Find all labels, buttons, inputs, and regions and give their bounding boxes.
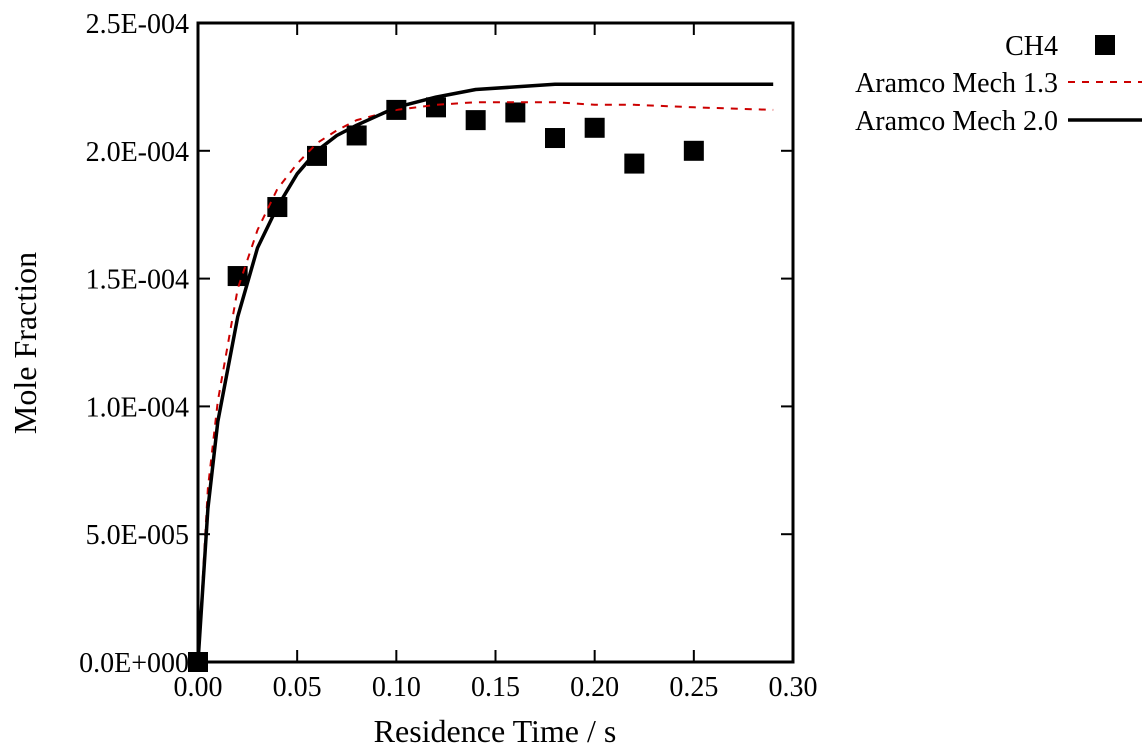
series-line-aramco-mech-2-0 bbox=[196, 82, 774, 663]
data-point-ch4 bbox=[505, 102, 526, 123]
x-tick-label: 0.10 bbox=[372, 672, 421, 703]
data-point-ch4 bbox=[545, 128, 565, 149]
data-point-ch4 bbox=[465, 110, 486, 131]
x-tick-label: 0.25 bbox=[669, 672, 718, 703]
data-point-ch4 bbox=[584, 117, 605, 138]
x-tick-label: 0.30 bbox=[769, 672, 818, 703]
series-line-aramco-mech-1-3 bbox=[197, 101, 774, 663]
y-tick-label: 2.5E-004 bbox=[86, 9, 189, 40]
y-tick-label: 0.0E+000 bbox=[79, 648, 189, 679]
y-axis-title: Mole Fraction bbox=[7, 252, 43, 434]
axes: 0.00 0.05 0.10 0.15 0.20 0.25 0.30 0.0E+000 5.0E… bbox=[79, 9, 817, 703]
y-tick-label: 1.5E-004 bbox=[86, 265, 189, 296]
data-point-ch4 bbox=[346, 125, 367, 146]
legend-swatch-marker bbox=[1095, 35, 1115, 55]
legend-label-ch4: CH4 bbox=[1005, 31, 1058, 62]
legend-label-aramco-mech-1-3: Aramco Mech 1.3 bbox=[855, 68, 1058, 99]
legend-label-aramco-mech-2-0: Aramco Mech 2.0 bbox=[855, 106, 1058, 137]
data-point-ch4 bbox=[426, 97, 446, 118]
plot-frame bbox=[196, 21, 795, 664]
x-tick-label: 0.15 bbox=[471, 672, 520, 703]
y-tick-label: 5.0E-005 bbox=[86, 520, 189, 551]
x-tick-label: 0.05 bbox=[273, 672, 322, 703]
x-tick-label: 0.00 bbox=[174, 672, 223, 703]
y-tick-label: 2.0E-004 bbox=[86, 137, 189, 168]
x-tick-label: 0.20 bbox=[570, 672, 619, 703]
data-point-ch4 bbox=[683, 140, 704, 161]
legend: CH4 Aramco Mech 1.3 Aramco Mech 2.0 bbox=[855, 31, 1142, 137]
data-point-ch4 bbox=[307, 145, 327, 166]
plot-area bbox=[188, 82, 774, 672]
y-tick-label: 1.0E-004 bbox=[86, 392, 189, 423]
data-point-ch4 bbox=[624, 153, 645, 174]
x-axis-title: Residence Time / s bbox=[374, 713, 617, 749]
